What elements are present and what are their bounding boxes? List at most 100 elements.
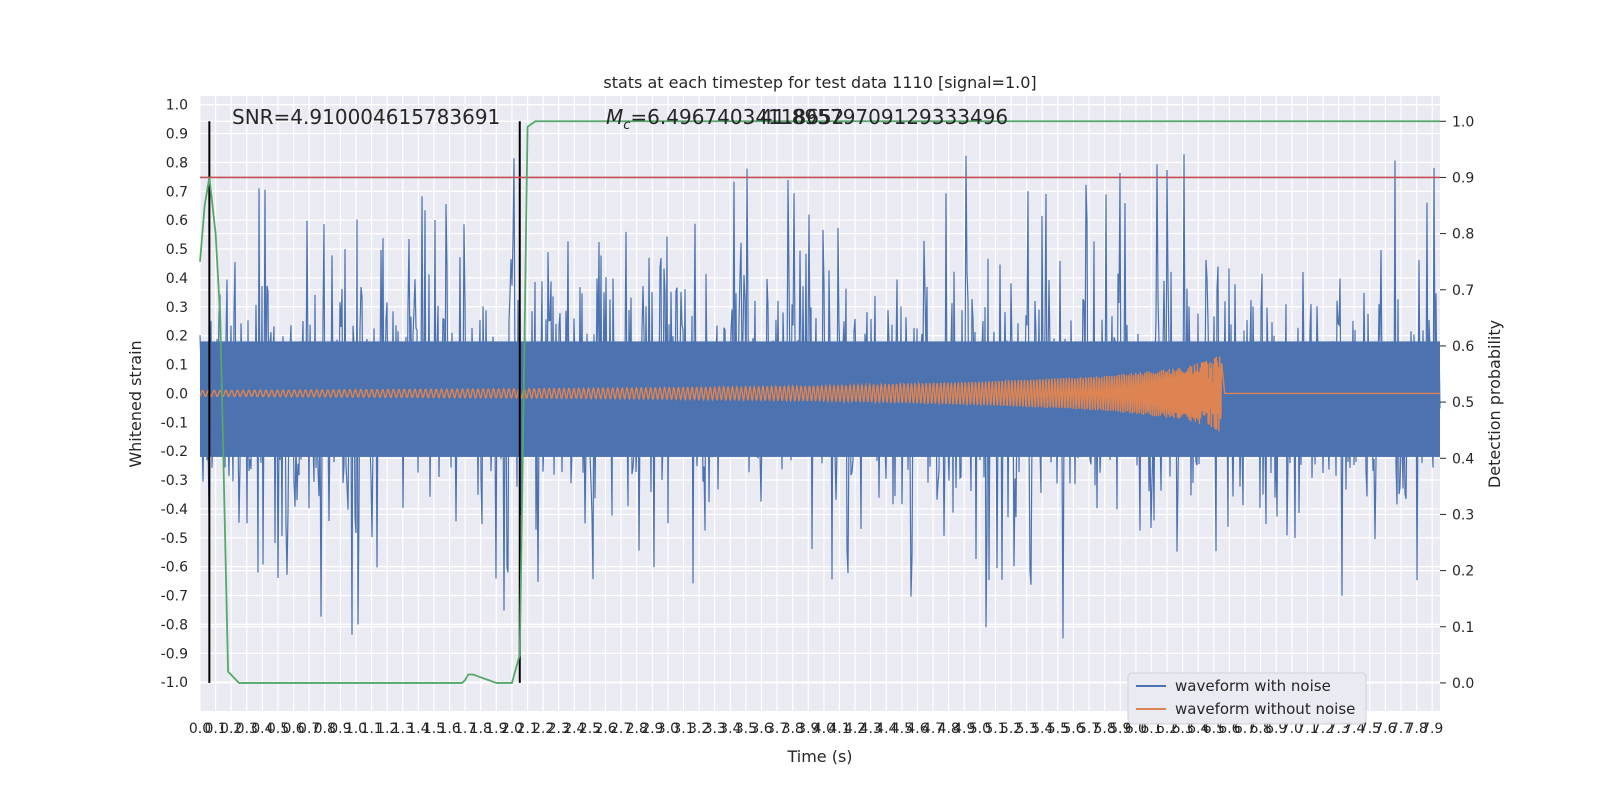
y-axis-ticks: 1.0 0.9 0.8 0.7 0.6 0.5 0.4 0.3 0.2 0.1 0.0 -0.1 -0.…	[161, 98, 188, 691]
x-tick-label: 0.8	[314, 721, 336, 737]
y-tick-label: -0.9	[161, 646, 188, 662]
snr-annotation: SNR=4.910004615783691	[232, 105, 500, 129]
x-tick-label: 5.3	[1016, 721, 1038, 737]
x-tick-label: 2.1	[516, 721, 538, 737]
chart-title: stats at each timestep for test data 111…	[603, 73, 1036, 92]
x-tick-label: 7.5	[1359, 721, 1381, 737]
x-tick-label: 0.1	[204, 721, 226, 737]
y-tick-label: -0.2	[161, 444, 188, 460]
y2-tick-label: 0.4	[1452, 451, 1474, 467]
y-tick-label: 0.9	[166, 127, 188, 143]
x-tick-label: 5.5	[1047, 721, 1069, 737]
x-tick-label: 2.6	[594, 721, 616, 737]
x-tick-label: 2.8	[626, 721, 648, 737]
x-tick-label: 3.8	[782, 721, 804, 737]
x-tick-label: 3.1	[672, 721, 694, 737]
x-tick-label: 0.0	[189, 721, 211, 737]
x-tick-label: 7.0	[1281, 721, 1303, 737]
x-tick-label: 4.7	[922, 721, 944, 737]
x-tick-label: 5.6	[1062, 721, 1084, 737]
y-tick-label: -0.3	[161, 473, 188, 489]
x-tick-label: 3.3	[704, 721, 726, 737]
x-tick-label: 7.4	[1343, 721, 1365, 737]
x-tick-label: 5.4	[1031, 721, 1053, 737]
x-tick-label: 7.3	[1327, 721, 1349, 737]
y-tick-label: 0.5	[166, 242, 188, 258]
x-tick-label: 1.5	[423, 721, 445, 737]
x-tick-label: 4.1	[828, 721, 850, 737]
x-tick-label: 3.5	[735, 721, 757, 737]
y-tick-label: -0.7	[161, 589, 188, 605]
y-axis-label: Whitened strain	[126, 340, 145, 467]
legend-label-noise: waveform with noise	[1175, 677, 1331, 695]
x-tick-label: 6.2	[1156, 721, 1178, 737]
x-tick-label: 7.7	[1390, 721, 1412, 737]
y-tick-label: -0.8	[161, 617, 188, 633]
y-tick-label: 0.6	[166, 213, 188, 229]
x-tick-label: 4.4	[875, 721, 897, 737]
y-tick-label: 0.4	[166, 271, 188, 287]
overlap-annotation: 41.89579709129333496	[760, 105, 1008, 129]
x-tick-label: 1.0	[345, 721, 367, 737]
x-tick-label: 7.8	[1405, 721, 1427, 737]
y2-tick-label: 0.6	[1452, 339, 1474, 355]
x-tick-label: 2.2	[532, 721, 554, 737]
y2-axis-label: Detection probability	[1485, 320, 1504, 488]
y-tick-label: 1.0	[166, 98, 188, 114]
x-tick-label: 6.6	[1218, 721, 1240, 737]
y-tick-label: 0.2	[166, 329, 188, 345]
x-tick-label: 3.0	[657, 721, 679, 737]
y-tick-label: -0.6	[161, 560, 188, 576]
y2-tick-label: 0.2	[1452, 564, 1474, 580]
x-tick-label: 0.5	[267, 721, 289, 737]
x-tick-label: 3.9	[797, 721, 819, 737]
x-tick-label: 2.4	[563, 721, 585, 737]
y-tick-label: -0.5	[161, 531, 188, 547]
mc-symbol: M	[606, 105, 623, 129]
x-tick-label: 5.1	[984, 721, 1006, 737]
x-axis-ticks: 0.00.10.20.30.40.50.60.70.80.91.01.11.21…	[189, 721, 1443, 737]
x-tick-label: 3.6	[750, 721, 772, 737]
x-tick-label: 7.6	[1374, 721, 1396, 737]
x-tick-label: 4.8	[938, 721, 960, 737]
x-tick-label: 4.6	[906, 721, 928, 737]
x-tick-label: 4.5	[891, 721, 913, 737]
x-tick-label: 4.2	[844, 721, 866, 737]
y-tick-label: 0.1	[166, 358, 188, 374]
x-tick-label: 1.3	[392, 721, 414, 737]
x-tick-label: 6.4	[1187, 721, 1209, 737]
x-tick-label: 6.9	[1265, 721, 1287, 737]
mc-value: =6.49674034118652	[630, 105, 844, 129]
x-tick-label: 4.0	[813, 721, 835, 737]
x-tick-label: 6.7	[1234, 721, 1256, 737]
x-tick-label: 7.1	[1296, 721, 1318, 737]
x-tick-label: 0.2	[220, 721, 242, 737]
x-tick-label: 6.1	[1140, 721, 1162, 737]
x-tick-label: 3.2	[688, 721, 710, 737]
y2-axis-ticks: 1.0 0.9 0.8 0.7 0.6 0.5 0.4 0.3 0.2 0.1 0.0	[1440, 114, 1474, 692]
vertical-markers	[208, 121, 521, 683]
mc-annotation: Mc=6.49674034118652	[606, 105, 844, 133]
detection-probability-line	[199, 120, 1440, 684]
x-tick-label: 7.9	[1421, 721, 1443, 737]
x-tick-label: 0.9	[329, 721, 351, 737]
y-tick-label: -0.1	[161, 415, 188, 431]
x-tick-label: 6.8	[1249, 721, 1271, 737]
x-tick-label: 1.8	[470, 721, 492, 737]
x-tick-label: 0.3	[236, 721, 258, 737]
mc-subscript: c	[623, 118, 630, 133]
legend-box	[1127, 672, 1367, 725]
y2-tick-label: 1.0	[1452, 114, 1474, 130]
x-tick-label: 3.4	[719, 721, 741, 737]
x-tick-label: 5.0	[969, 721, 991, 737]
y2-tick-label: 0.1	[1452, 620, 1474, 636]
y-tick-label: 0.3	[166, 300, 188, 316]
y-tick-label: 0.7	[166, 184, 188, 200]
x-tick-label: 2.0	[501, 721, 523, 737]
x-axis-label: Time (s)	[786, 747, 852, 766]
x-tick-label: 5.7	[1078, 721, 1100, 737]
y-tick-label: 0.8	[166, 155, 188, 171]
x-tick-label: 7.2	[1312, 721, 1334, 737]
y2-tick-label: 0.3	[1452, 507, 1474, 523]
